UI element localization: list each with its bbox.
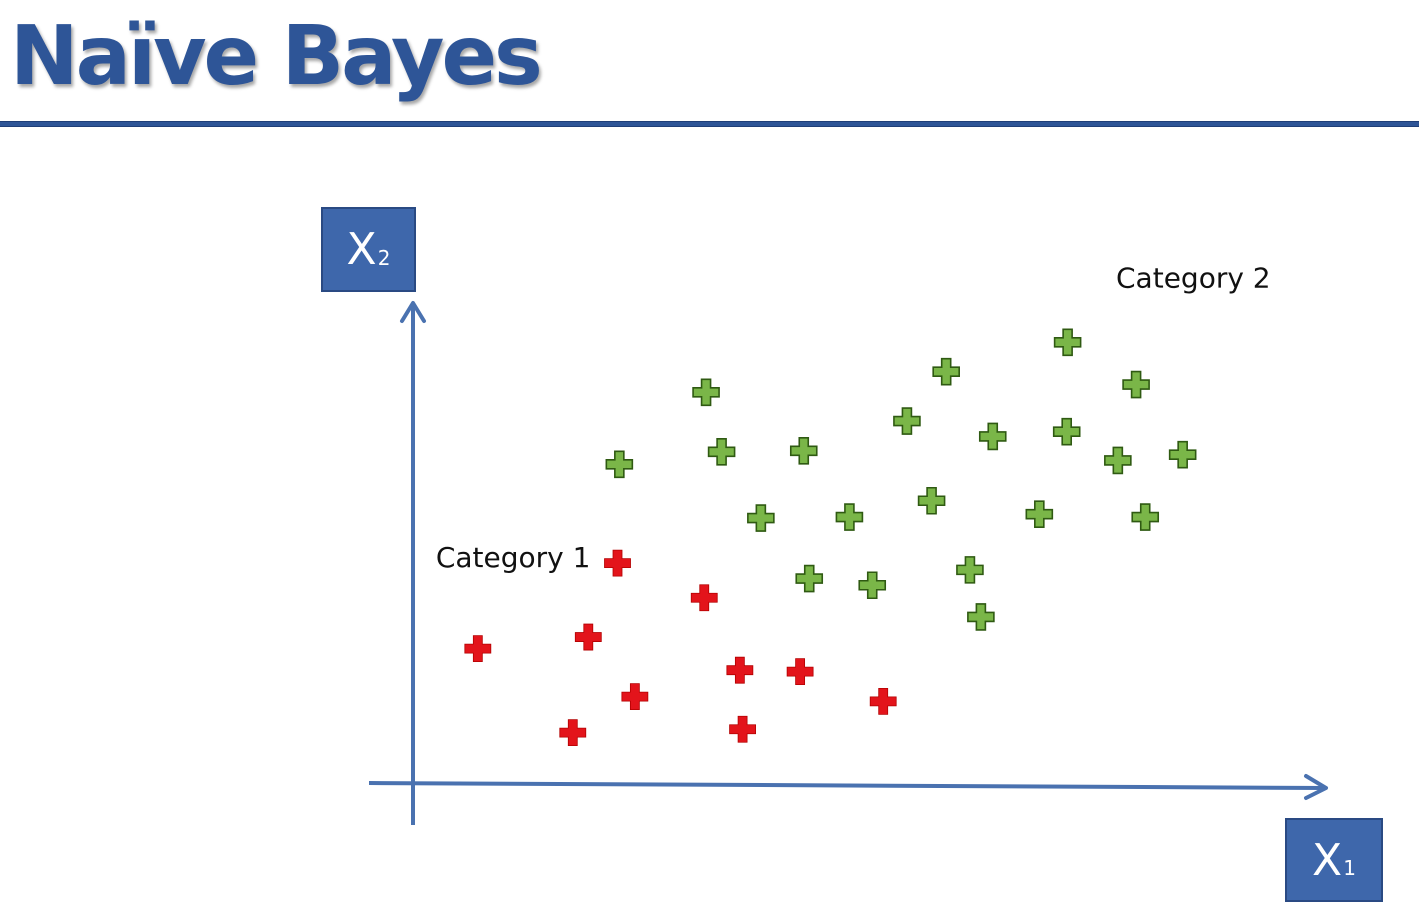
category-2-point xyxy=(747,504,775,532)
category-2-point xyxy=(835,503,864,531)
y-axis-arrowhead xyxy=(400,301,426,323)
category-1-point xyxy=(604,549,631,577)
category-1-point xyxy=(786,658,814,686)
axes xyxy=(368,301,1328,825)
category-2-point xyxy=(1168,440,1197,469)
category-1-point xyxy=(574,623,602,651)
category-2-point xyxy=(1053,328,1082,357)
category-2-point xyxy=(1122,370,1150,399)
category-2-point xyxy=(707,438,736,466)
category-1-point xyxy=(726,656,754,684)
category-2-point xyxy=(917,486,946,515)
y-axis-label-main: X xyxy=(346,224,377,275)
category-2-point xyxy=(978,422,1007,451)
x-axis-label-main: X xyxy=(1312,834,1343,886)
x-axis-arrowhead xyxy=(1304,774,1328,800)
x-axis-line xyxy=(368,781,1327,790)
category-1-label: Category 1 xyxy=(436,541,591,574)
category-2-label: Category 2 xyxy=(1116,262,1271,295)
category-2-point xyxy=(789,437,818,465)
category-2-point xyxy=(1025,500,1054,528)
y-axis-label-subscript: 2 xyxy=(377,245,391,270)
category-1-point xyxy=(729,715,756,743)
category-1-point xyxy=(690,584,718,612)
category-2-point xyxy=(967,603,995,631)
category-2-point xyxy=(893,407,921,435)
slide-title: Naïve Bayes xyxy=(10,9,543,104)
category-2-point xyxy=(795,564,824,593)
category-2-point xyxy=(956,556,984,584)
category-labels: Category 1 Category 2 xyxy=(436,262,1271,574)
category-2-point xyxy=(932,357,960,386)
category-2-point xyxy=(1052,417,1081,446)
category-2-point xyxy=(858,571,887,600)
category-2-point xyxy=(1131,503,1160,531)
category-2-point xyxy=(605,450,634,479)
category-2-point xyxy=(692,378,720,407)
category-1-point xyxy=(464,635,492,662)
title-divider xyxy=(0,121,1419,127)
category-1-point xyxy=(621,683,649,710)
category-1-point xyxy=(869,688,897,715)
data-points xyxy=(464,328,1197,746)
category-1-point xyxy=(559,719,587,746)
category-2-point xyxy=(1104,446,1132,475)
x-axis-label-subscript: 1 xyxy=(1343,856,1356,880)
